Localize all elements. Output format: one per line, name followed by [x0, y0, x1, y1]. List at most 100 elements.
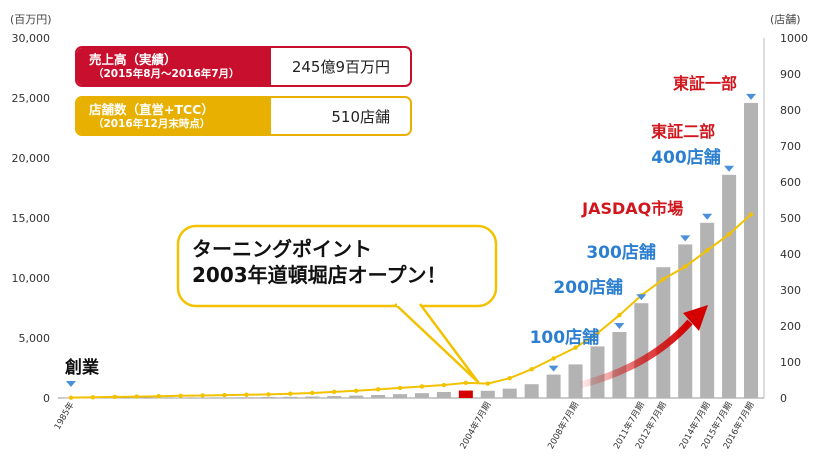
store-count-point	[683, 264, 688, 269]
sales-label-line1: 売上高（実績）	[89, 52, 177, 67]
sales-bar	[480, 390, 495, 398]
store-count-point	[397, 385, 403, 391]
sales-bar	[612, 332, 627, 398]
store-count-point	[507, 376, 512, 381]
stores-value: 510店舗	[331, 107, 390, 126]
turning-point-callout	[176, 224, 498, 384]
x-tick-label: 1985年	[52, 400, 77, 432]
store-count-point	[726, 232, 732, 237]
sales-bar	[546, 374, 561, 398]
y-tick-label: 5,000	[19, 332, 51, 345]
annotation-marker	[65, 381, 76, 387]
sales-bar	[414, 393, 429, 398]
store-count-point	[68, 395, 74, 400]
sales-bar	[590, 346, 605, 398]
right-axis: 0 100 200 300 400 500 600 700 800 900 1000	[780, 32, 808, 405]
annotation-marker	[548, 365, 559, 372]
sales-bar	[722, 174, 737, 398]
sales-bar	[393, 394, 408, 398]
sales-bar	[568, 364, 583, 398]
sales-label-line2: （2015年8月～2016年7月）	[93, 68, 240, 80]
store-count-point	[375, 387, 381, 392]
y-tick-label: 0	[43, 392, 50, 405]
y-tick-label: 30,000	[12, 32, 51, 45]
y-tick-label: 25,000	[12, 92, 51, 105]
store-count-point	[244, 392, 249, 397]
sales-bar	[371, 395, 386, 398]
sales-bar	[327, 396, 342, 398]
callout-line2: 2003年道頓堀店オープン！	[192, 263, 447, 287]
store-count-point	[463, 380, 469, 386]
store-count-point	[617, 313, 622, 318]
store-count-line	[70, 213, 752, 399]
y-tick-label: 20,000	[12, 152, 51, 165]
y2-tick-label: 1000	[780, 32, 808, 45]
sales-bar	[656, 267, 671, 398]
callout-line1: ターニングポイント	[192, 237, 372, 261]
sales-bar	[261, 397, 276, 398]
growth-arrow	[579, 305, 708, 389]
y2-tick-label: 0	[780, 392, 787, 405]
store-count-point	[222, 392, 227, 398]
sales-bar	[217, 397, 232, 398]
annotation-marker	[680, 235, 691, 242]
y2-tick-label: 500	[780, 212, 801, 225]
store-count-point	[200, 393, 205, 398]
sales-bar	[305, 396, 320, 398]
annotation-label: 100店舗	[529, 328, 600, 348]
y2-tick-label: 900	[780, 68, 801, 81]
sales-bar	[195, 397, 210, 399]
y2-tick-label: 300	[780, 284, 801, 297]
y2-tick-label: 200	[780, 320, 801, 333]
x-tick-label: 2008年7月期	[545, 400, 581, 451]
store-count-point	[551, 356, 556, 361]
sales-bar	[458, 390, 473, 398]
y2-tick-label: 700	[780, 140, 801, 153]
store-count-point	[310, 390, 315, 396]
stores-label: 店舗数（直営+TCC） （2016年12月末時点）	[77, 98, 271, 134]
sales-label: 売上高（実績） （2015年8月～2016年7月）	[77, 48, 271, 85]
annotation-markers	[65, 93, 757, 387]
store-count-point	[178, 393, 183, 399]
right-axis-unit: (店舗)	[770, 12, 801, 26]
store-count-point	[485, 381, 490, 386]
annotation-label: 東証一部	[673, 74, 738, 93]
annotation-label: 400店舗	[651, 148, 721, 168]
store-count-point	[90, 395, 96, 400]
sales-bar	[239, 397, 254, 398]
left-axis-unit: (百万円)	[10, 13, 52, 26]
store-count-point	[661, 277, 666, 282]
sales-value: 245億9百万円	[291, 58, 390, 76]
y2-tick-label: 600	[780, 176, 801, 189]
sales-bar	[700, 222, 715, 398]
store-count-point	[134, 394, 139, 399]
store-count-point	[748, 212, 754, 217]
annotation-label: 創業	[64, 358, 99, 378]
store-count-point	[156, 394, 161, 399]
annotation-marker	[724, 165, 735, 172]
store-count-point	[595, 331, 600, 336]
sales-bar	[349, 395, 364, 398]
store-count-point	[419, 384, 425, 389]
x-tick-label: 2004年7月期	[458, 400, 494, 451]
store-count-point	[288, 391, 293, 396]
annotation-marker	[746, 93, 757, 100]
annotation-label: 東証二部	[651, 122, 716, 141]
annotation-label: 300店舗	[586, 243, 656, 263]
annotation-marker	[702, 213, 713, 220]
annotation-label: 200店舗	[553, 278, 623, 298]
sales-bar	[744, 102, 759, 399]
store-count-series	[68, 212, 754, 400]
store-count-point	[573, 345, 578, 350]
left-axis: 0 5,000 10,000 15,000 20,000 25,000 30,000	[12, 32, 51, 405]
stores-label-line1: 店舗数（直営+TCC）	[89, 102, 214, 117]
y2-tick-label: 100	[780, 356, 801, 369]
sales-bar	[678, 244, 693, 398]
sales-bar	[283, 396, 298, 398]
annotation-label: JASDAQ市場	[582, 199, 684, 218]
store-count-point	[353, 388, 359, 393]
y2-tick-label: 400	[780, 248, 801, 261]
stores-info-box: 店舗数（直営+TCC） （2016年12月末時点） 510店舗	[75, 96, 412, 136]
y2-tick-label: 800	[780, 104, 801, 117]
